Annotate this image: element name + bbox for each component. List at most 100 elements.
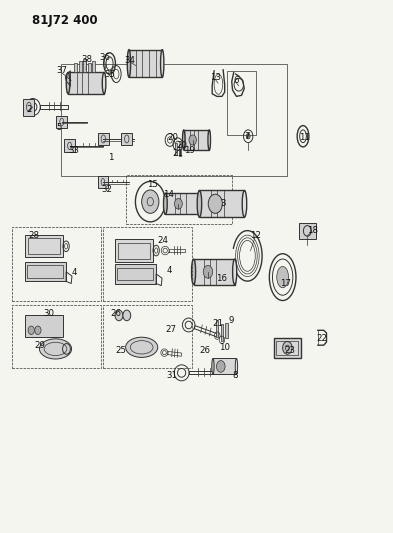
Ellipse shape: [66, 72, 70, 94]
Text: 5: 5: [57, 123, 62, 132]
Text: 81J72 400: 81J72 400: [32, 14, 97, 27]
Bar: [98, 133, 109, 146]
Bar: [165, 193, 202, 214]
Circle shape: [35, 326, 41, 335]
Text: 3: 3: [220, 199, 226, 208]
Bar: [126, 175, 232, 224]
Text: 12: 12: [250, 231, 261, 240]
Bar: [194, 259, 235, 285]
Bar: [103, 227, 192, 301]
Bar: [179, 144, 181, 156]
Ellipse shape: [174, 198, 182, 209]
Bar: [25, 316, 63, 337]
Bar: [118, 243, 150, 259]
Bar: [74, 63, 77, 72]
Bar: [115, 239, 153, 262]
Bar: [103, 305, 192, 368]
Bar: [92, 61, 95, 72]
Text: 26: 26: [111, 309, 122, 318]
Bar: [129, 50, 162, 77]
Circle shape: [115, 310, 123, 321]
Bar: [199, 190, 244, 217]
Text: 13: 13: [210, 73, 221, 82]
Text: 23: 23: [284, 346, 295, 355]
Bar: [12, 305, 101, 368]
Bar: [227, 71, 256, 135]
Text: 27: 27: [165, 325, 176, 334]
Bar: [299, 223, 316, 239]
Bar: [68, 72, 104, 94]
Ellipse shape: [203, 265, 213, 278]
Bar: [12, 227, 101, 301]
Bar: [121, 133, 132, 146]
Text: 24: 24: [158, 237, 169, 246]
Text: 35: 35: [105, 70, 116, 78]
Text: 4: 4: [166, 266, 172, 275]
Circle shape: [208, 194, 222, 213]
Bar: [88, 63, 91, 72]
Text: 22: 22: [316, 334, 327, 343]
Circle shape: [283, 342, 292, 354]
Ellipse shape: [233, 259, 237, 285]
Bar: [221, 324, 223, 341]
Text: 38: 38: [81, 55, 92, 63]
Bar: [28, 265, 63, 278]
Text: 9: 9: [228, 316, 234, 325]
Circle shape: [28, 326, 34, 335]
Ellipse shape: [191, 259, 196, 285]
Bar: [25, 262, 66, 281]
Text: 8: 8: [232, 371, 238, 380]
Circle shape: [141, 190, 159, 213]
Bar: [184, 130, 209, 150]
Bar: [64, 140, 75, 152]
Ellipse shape: [189, 135, 196, 145]
Ellipse shape: [102, 72, 106, 94]
Circle shape: [123, 310, 131, 321]
Text: 11: 11: [299, 133, 310, 142]
Bar: [83, 59, 86, 72]
Text: 36: 36: [99, 53, 110, 62]
Ellipse shape: [127, 50, 130, 77]
Bar: [25, 235, 63, 257]
Ellipse shape: [201, 193, 204, 214]
Ellipse shape: [277, 266, 288, 288]
Bar: [24, 99, 34, 116]
Text: 19: 19: [184, 146, 195, 155]
Text: 15: 15: [147, 180, 158, 189]
Bar: [216, 320, 219, 337]
Bar: [213, 359, 237, 374]
Text: 28: 28: [28, 231, 39, 240]
Circle shape: [246, 134, 250, 139]
Text: 32: 32: [102, 185, 113, 194]
Text: 10: 10: [219, 343, 230, 352]
Bar: [56, 116, 67, 128]
Circle shape: [217, 361, 225, 372]
Text: 7: 7: [244, 132, 250, 141]
Text: 20: 20: [167, 133, 178, 142]
Text: 21: 21: [213, 319, 224, 328]
Ellipse shape: [212, 359, 214, 374]
Bar: [276, 341, 298, 355]
Ellipse shape: [126, 337, 158, 358]
Ellipse shape: [163, 193, 167, 214]
Text: 6: 6: [233, 76, 239, 85]
Ellipse shape: [39, 339, 72, 359]
Bar: [118, 268, 153, 280]
Text: 26: 26: [200, 346, 211, 355]
Text: 29: 29: [35, 341, 45, 350]
Text: 17: 17: [280, 279, 291, 288]
Text: 14: 14: [163, 190, 174, 199]
Ellipse shape: [182, 130, 185, 150]
Text: 33: 33: [69, 146, 80, 155]
Text: 37: 37: [56, 67, 67, 75]
Text: 21: 21: [172, 149, 183, 158]
Text: 4: 4: [72, 269, 77, 277]
Bar: [115, 264, 156, 284]
Bar: [226, 324, 228, 338]
Bar: [61, 64, 286, 176]
Text: 31: 31: [167, 371, 178, 380]
Ellipse shape: [161, 50, 164, 77]
Ellipse shape: [208, 130, 211, 150]
Ellipse shape: [235, 359, 238, 374]
Bar: [28, 238, 60, 254]
